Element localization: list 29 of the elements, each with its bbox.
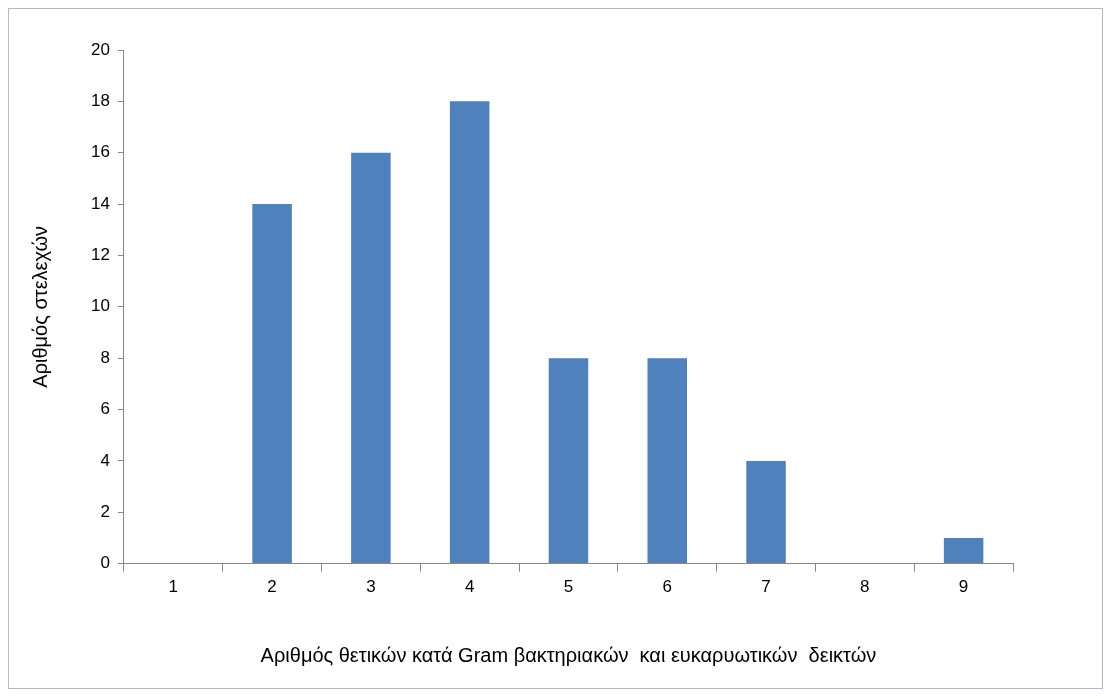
x-tick-label: 4 bbox=[464, 577, 475, 597]
bar bbox=[943, 537, 984, 564]
y-tick-label: 6 bbox=[100, 399, 110, 419]
bar bbox=[548, 358, 589, 564]
bar bbox=[449, 101, 490, 564]
y-tick-label: 10 bbox=[90, 296, 110, 316]
x-tick-label: 7 bbox=[761, 577, 771, 597]
y-tick-label: 20 bbox=[90, 39, 110, 59]
x-tick-label: 2 bbox=[267, 577, 277, 597]
x-axis-title: Αριθμός θετικών κατά Gram βακτηριακών και ευκαρυωτικών δεικτών bbox=[260, 643, 877, 666]
x-tick-label: 1 bbox=[168, 577, 179, 597]
x-tick-label: 5 bbox=[563, 577, 574, 597]
y-tick-label: 4 bbox=[100, 450, 110, 470]
y-tick-label: 14 bbox=[90, 193, 110, 213]
bar bbox=[647, 358, 687, 564]
y-tick-label: 8 bbox=[100, 347, 110, 367]
x-tick-label: 9 bbox=[958, 577, 969, 597]
x-tick-label: 6 bbox=[662, 577, 672, 597]
y-tick-label: 18 bbox=[90, 91, 110, 111]
bar bbox=[351, 152, 391, 564]
y-tick-label: 2 bbox=[100, 501, 110, 521]
y-tick-label: 0 bbox=[100, 553, 110, 573]
y-tick-label: 16 bbox=[90, 142, 110, 162]
bar bbox=[746, 460, 786, 564]
x-tick-label: 3 bbox=[366, 577, 376, 597]
y-tick-label: 12 bbox=[90, 245, 110, 265]
y-axis-title: Αριθμός στελεχών bbox=[28, 225, 51, 388]
bar bbox=[252, 204, 292, 564]
x-tick-label: 8 bbox=[860, 577, 870, 597]
